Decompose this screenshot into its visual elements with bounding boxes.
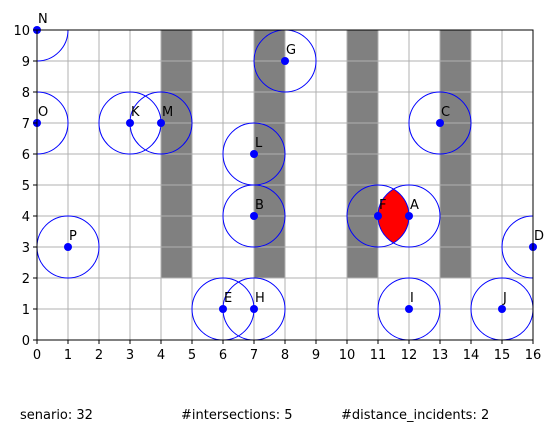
- point-label-C: C: [441, 105, 450, 120]
- point-label-I: I: [410, 291, 414, 306]
- point-G: [281, 57, 289, 65]
- x-tick-label-11: 11: [370, 348, 387, 363]
- point-M: [157, 119, 165, 127]
- x-tick-label-5: 5: [188, 348, 196, 363]
- y-tick-label-9: 9: [22, 55, 30, 70]
- x-tick-label-4: 4: [157, 348, 165, 363]
- y-tick-label-7: 7: [22, 117, 30, 132]
- point-label-G: G: [286, 43, 296, 58]
- y-tick-label-4: 4: [22, 210, 30, 225]
- intersections-count-text: #intersections: 5: [181, 408, 293, 423]
- y-tick-label-8: 8: [22, 86, 30, 101]
- radius-circle-D: [501, 215, 533, 279]
- point-H: [250, 305, 258, 313]
- point-label-F: F: [379, 198, 386, 213]
- radius-circle-G: [253, 30, 317, 93]
- point-label-D: D: [534, 229, 544, 244]
- scenario-text: senario: 32: [20, 408, 93, 423]
- intersections-layer: [378, 189, 409, 243]
- point-C: [436, 119, 444, 127]
- radius-circle-P: [37, 215, 100, 279]
- y-tick-label-2: 2: [22, 272, 30, 287]
- point-label-P: P: [69, 229, 77, 244]
- x-tick-label-10: 10: [339, 348, 356, 363]
- y-tick-label-10: 10: [13, 24, 30, 39]
- y-tick-label-5: 5: [22, 179, 30, 194]
- x-tick-label-8: 8: [281, 348, 289, 363]
- point-I: [405, 305, 413, 313]
- radius-circle-J: [470, 277, 533, 340]
- point-label-N: N: [38, 12, 48, 27]
- x-tick-label-15: 15: [494, 348, 511, 363]
- point-B: [250, 212, 258, 220]
- x-tick-label-2: 2: [95, 348, 103, 363]
- point-K: [126, 119, 134, 127]
- point-L: [250, 150, 258, 158]
- x-tick-label-1: 1: [64, 348, 72, 363]
- x-tick-label-0: 0: [33, 348, 41, 363]
- point-E: [219, 305, 227, 313]
- intersection-F-A: [378, 189, 409, 243]
- scenario-chart: NGO K M CLB F AP DE H I J 0 1 2 3 4 5 6 7 8 9 10 11 12 13 14 15 1…: [13, 12, 544, 363]
- point-label-E: E: [224, 291, 232, 306]
- x-tick-label-9: 9: [312, 348, 320, 363]
- radius-circle-O: [37, 91, 69, 155]
- x-tick-label-13: 13: [432, 348, 449, 363]
- x-tick-label-3: 3: [126, 348, 134, 363]
- radius-circle-C: [408, 91, 472, 155]
- point-label-B: B: [255, 198, 264, 213]
- radius-circle-I: [377, 277, 441, 340]
- x-axis-ticks: 0 1 2 3 4 5 6 7 8 9 10 11 12 13 14 15 16: [33, 340, 541, 363]
- point-label-H: H: [255, 291, 265, 306]
- points-layer: [33, 26, 537, 313]
- point-label-L: L: [255, 136, 263, 151]
- x-tick-label-6: 6: [219, 348, 227, 363]
- distance-incidents-text: #distance_incidents: 2: [341, 408, 490, 423]
- y-axis-ticks: 0 1 2 3 4 5 6 7 8 9 10: [13, 24, 37, 349]
- point-label-M: M: [162, 105, 173, 120]
- point-P: [64, 243, 72, 251]
- point-A: [405, 212, 413, 220]
- point-label-A: A: [410, 198, 419, 213]
- point-F: [374, 212, 382, 220]
- point-J: [498, 305, 506, 313]
- y-tick-label-3: 3: [22, 241, 30, 256]
- x-tick-label-12: 12: [401, 348, 418, 363]
- point-label-K: K: [131, 105, 140, 120]
- radius-circle-B: [222, 184, 286, 248]
- y-tick-label-0: 0: [22, 334, 30, 349]
- point-label-J: J: [502, 291, 507, 306]
- x-tick-label-7: 7: [250, 348, 258, 363]
- y-tick-label-1: 1: [22, 303, 30, 318]
- x-tick-label-14: 14: [463, 348, 480, 363]
- x-tick-label-16: 16: [525, 348, 542, 363]
- point-label-O: O: [38, 105, 48, 120]
- y-tick-label-6: 6: [22, 148, 30, 163]
- point-labels-layer: N G O K M C L B F A P D E H I J: [38, 12, 544, 306]
- radius-circles-layer: [37, 30, 533, 340]
